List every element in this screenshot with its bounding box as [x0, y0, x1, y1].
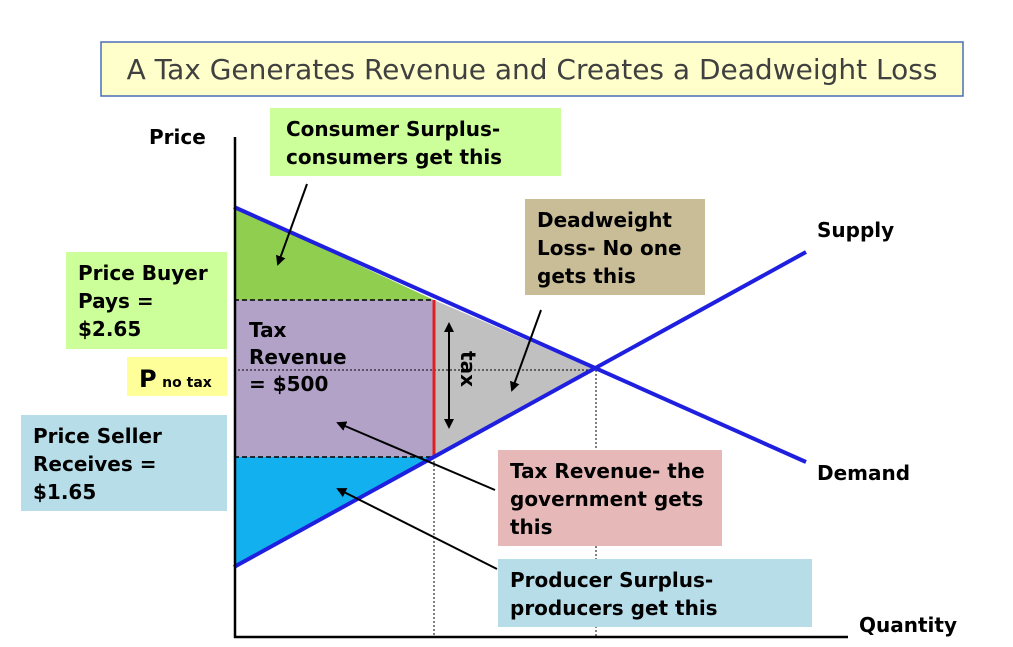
- tax-revenue-note-text: Tax Revenue- the government gets this: [510, 459, 712, 539]
- seller-price-text: Price Seller Receives = $1.65: [33, 424, 169, 504]
- consumer-surplus-arrow: [276, 183, 308, 266]
- page-title: A Tax Generates Revenue and Creates a De…: [127, 53, 938, 86]
- deadweight-loss-arrow: [510, 309, 542, 392]
- deadweight-loss-area: [434, 300, 596, 457]
- producer-surplus-arrow: [336, 488, 498, 570]
- buyer-price-text: Price Buyer Pays = $2.65: [78, 261, 215, 341]
- consumer-surplus-text: Consumer Surplus- consumers get this: [286, 117, 507, 169]
- consumer-surplus-box: [270, 108, 561, 176]
- title-box: [100, 41, 964, 97]
- producer-surplus-text: Producer Surplus- producers get this: [510, 568, 720, 620]
- buyer-price-box: [66, 252, 227, 349]
- no-tax-price-label: P no tax: [139, 365, 212, 393]
- tax-wedge-label: tax: [456, 351, 480, 387]
- supply-label: Supply: [817, 218, 894, 242]
- producer-surplus-box: [498, 559, 812, 627]
- seller-price-box: [21, 415, 227, 511]
- y-axis-label: Price: [149, 125, 206, 149]
- tax-revenue-area: [234, 300, 434, 457]
- supply-curve: [233, 250, 807, 569]
- demand-curve: [233, 205, 807, 464]
- deadweight-loss-box: [525, 199, 705, 295]
- deadweight-loss-text: Deadweight Loss- No one gets this: [537, 208, 689, 288]
- tax-revenue-arrow: [336, 421, 496, 491]
- demand-label: Demand: [817, 461, 910, 485]
- tax-revenue-label: Tax Revenue = $500: [249, 318, 354, 396]
- no-tax-price-box: [127, 357, 227, 396]
- x-axis-label: Quantity: [859, 613, 957, 637]
- tax-revenue-note-box: [498, 450, 722, 546]
